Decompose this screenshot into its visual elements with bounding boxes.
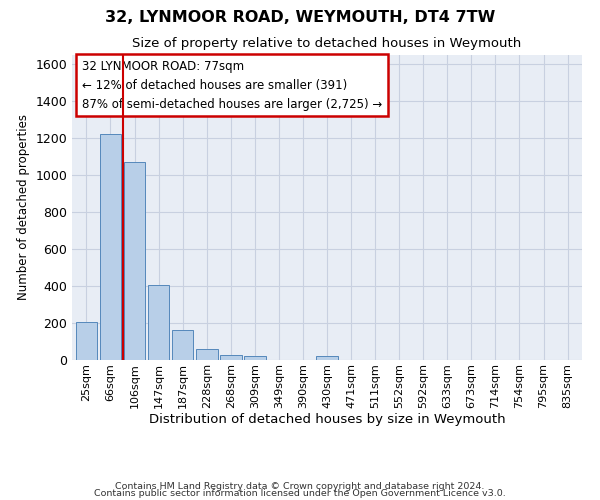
Text: 32 LYNMOOR ROAD: 77sqm
← 12% of detached houses are smaller (391)
87% of semi-de: 32 LYNMOOR ROAD: 77sqm ← 12% of detached… <box>82 60 382 110</box>
X-axis label: Distribution of detached houses by size in Weymouth: Distribution of detached houses by size … <box>149 414 505 426</box>
Text: Contains public sector information licensed under the Open Government Licence v3: Contains public sector information licen… <box>94 489 506 498</box>
Bar <box>172 330 193 360</box>
Text: Contains HM Land Registry data © Crown copyright and database right 2024.: Contains HM Land Registry data © Crown c… <box>115 482 485 491</box>
Y-axis label: Number of detached properties: Number of detached properties <box>17 114 30 300</box>
Title: Size of property relative to detached houses in Weymouth: Size of property relative to detached ho… <box>133 36 521 50</box>
Bar <box>100 134 121 360</box>
Bar <box>76 322 97 360</box>
Text: 32, LYNMOOR ROAD, WEYMOUTH, DT4 7TW: 32, LYNMOOR ROAD, WEYMOUTH, DT4 7TW <box>105 10 495 25</box>
Bar <box>148 285 169 360</box>
Bar <box>220 355 242 360</box>
Bar <box>244 356 266 360</box>
Bar <box>316 356 338 360</box>
Bar <box>196 350 218 360</box>
Bar <box>124 162 145 360</box>
